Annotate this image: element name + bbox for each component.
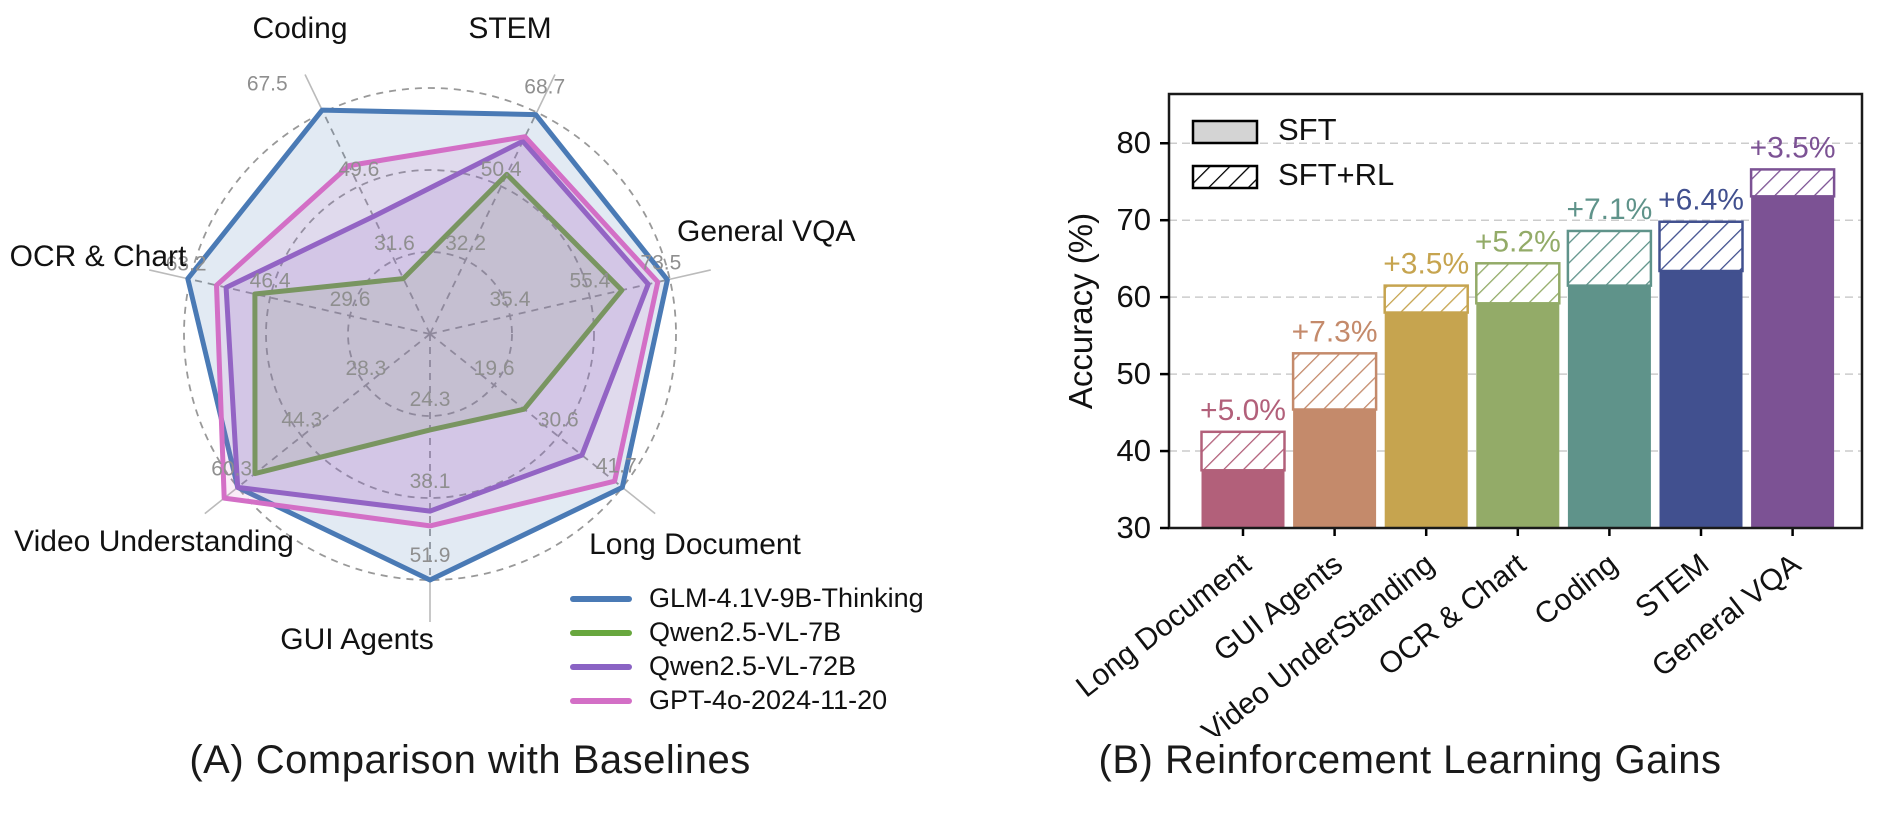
caption-a: (A) Comparison with Baselines xyxy=(189,738,751,782)
svg-text:41.7: 41.7 xyxy=(596,454,637,477)
radar-axis-label: General VQA xyxy=(677,215,855,248)
y-tick-label: 80 xyxy=(1117,125,1151,160)
radar-axis-label: OCR & Chart xyxy=(10,240,187,273)
radar-chart: 31.6 49.6 67.5 32.2 50.4 68.7 35.4 55.4 73.5 19.6… xyxy=(10,12,856,656)
svg-text:35.4: 35.4 xyxy=(490,288,531,311)
svg-text:29.6: 29.6 xyxy=(330,288,371,311)
bar-rl-gain xyxy=(1200,430,1286,472)
svg-text:63.2: 63.2 xyxy=(166,252,207,275)
radar-axis-label: Long Document xyxy=(589,528,801,561)
radar-axis-label: STEM xyxy=(468,12,551,45)
legend-line-swatch xyxy=(570,595,632,602)
radar-panel: 31.6 49.6 67.5 32.2 50.4 68.7 35.4 55.4 73.5 19.6… xyxy=(10,12,924,782)
svg-text:60.3: 60.3 xyxy=(211,457,252,480)
gain-label: +5.0% xyxy=(1200,394,1286,427)
radar-legend-item: Qwen2.5-VL-72B xyxy=(570,651,924,681)
y-tick-label: 40 xyxy=(1117,433,1151,468)
svg-text:67.5: 67.5 xyxy=(247,72,288,95)
legend-label: GLM-4.1V-9B-Thinking xyxy=(649,583,924,613)
bar-panel: +5.0% Long Document +7.3% GUI Agents +3.5% Vi… xyxy=(940,0,1880,817)
gain-label: +7.1% xyxy=(1566,193,1652,226)
bar-sft xyxy=(1384,312,1468,528)
svg-text:50.4: 50.4 xyxy=(481,158,522,181)
y-tick-label: 70 xyxy=(1117,202,1151,237)
svg-text:19.6: 19.6 xyxy=(474,357,515,380)
radar-axis-label: GUI Agents xyxy=(280,623,433,656)
x-tick-label: Coding xyxy=(1528,548,1623,633)
svg-text:28.3: 28.3 xyxy=(345,357,386,380)
svg-text:30.6: 30.6 xyxy=(538,408,579,431)
y-axis-title: Accuracy (%) xyxy=(1062,213,1099,409)
svg-text:51.9: 51.9 xyxy=(410,544,451,567)
svg-text:24.3: 24.3 xyxy=(410,388,451,411)
svg-text:31.6: 31.6 xyxy=(374,232,415,255)
y-tick-label: 50 xyxy=(1117,356,1151,391)
radar-legend-item: GLM-4.1V-9B-Thinking xyxy=(570,583,924,613)
gain-label: +7.3% xyxy=(1292,315,1378,348)
legend-label-sft-rl: SFT+RL xyxy=(1278,157,1394,192)
legend-line-swatch xyxy=(570,697,632,704)
legend-swatch-sft xyxy=(1191,119,1259,145)
legend-swatch-sft-rl xyxy=(1191,164,1259,190)
legend-label: GPT-4o-2024-11-20 xyxy=(649,685,888,715)
svg-text:55.4: 55.4 xyxy=(569,270,610,293)
svg-text:46.4: 46.4 xyxy=(250,270,291,293)
svg-text:32.2: 32.2 xyxy=(445,232,486,255)
svg-text:73.5: 73.5 xyxy=(640,251,681,274)
radar-axis-label: Video Understanding xyxy=(14,525,294,558)
radar-axis-label: Coding xyxy=(252,12,347,45)
legend-line-swatch xyxy=(570,629,632,636)
radar-legend-item: GPT-4o-2024-11-20 xyxy=(570,685,924,715)
bar-sft xyxy=(1293,409,1377,528)
bar-sft xyxy=(1201,470,1285,528)
bar-rl-gain xyxy=(1475,262,1561,305)
legend-label: Qwen2.5-VL-7B xyxy=(649,617,842,647)
radar-legend-item: Qwen2.5-VL-7B xyxy=(570,617,924,647)
svg-text:49.6: 49.6 xyxy=(338,158,379,181)
bar-sft xyxy=(1751,196,1835,528)
bar-sft xyxy=(1476,303,1560,528)
legend-label-sft: SFT xyxy=(1278,112,1337,147)
radar-legend: GLM-4.1V-9B-Thinking Qwen2.5-VL-7B Qwen2.5… xyxy=(570,583,924,715)
bar-rl-gain xyxy=(1658,220,1744,273)
gain-label: +3.5% xyxy=(1383,248,1469,281)
svg-text:44.3: 44.3 xyxy=(281,408,322,431)
y-tick-label: 60 xyxy=(1117,279,1151,314)
bar-rl-gain xyxy=(1566,229,1653,287)
legend-label: Qwen2.5-VL-72B xyxy=(649,651,857,681)
bar-sft xyxy=(1659,270,1743,528)
bar-sft xyxy=(1567,285,1651,528)
bar-rl-gain xyxy=(1291,352,1378,411)
y-tick-label: 30 xyxy=(1117,510,1151,545)
svg-text:68.7: 68.7 xyxy=(524,75,565,98)
svg-text:38.1: 38.1 xyxy=(410,470,451,493)
legend-line-swatch xyxy=(570,663,632,670)
gain-label: +6.4% xyxy=(1658,184,1744,217)
gain-label: +5.2% xyxy=(1475,225,1561,258)
bar-chart: +5.0%Long Document+7.3%GUI Agents+3.5%Vi… xyxy=(1062,92,1864,736)
bar-rl-gain xyxy=(1383,284,1469,314)
caption-b: (B) Reinforcement Learning Gains xyxy=(1098,738,1722,782)
bar-rl-gain xyxy=(1749,168,1836,198)
gain-label: +3.5% xyxy=(1750,131,1836,164)
